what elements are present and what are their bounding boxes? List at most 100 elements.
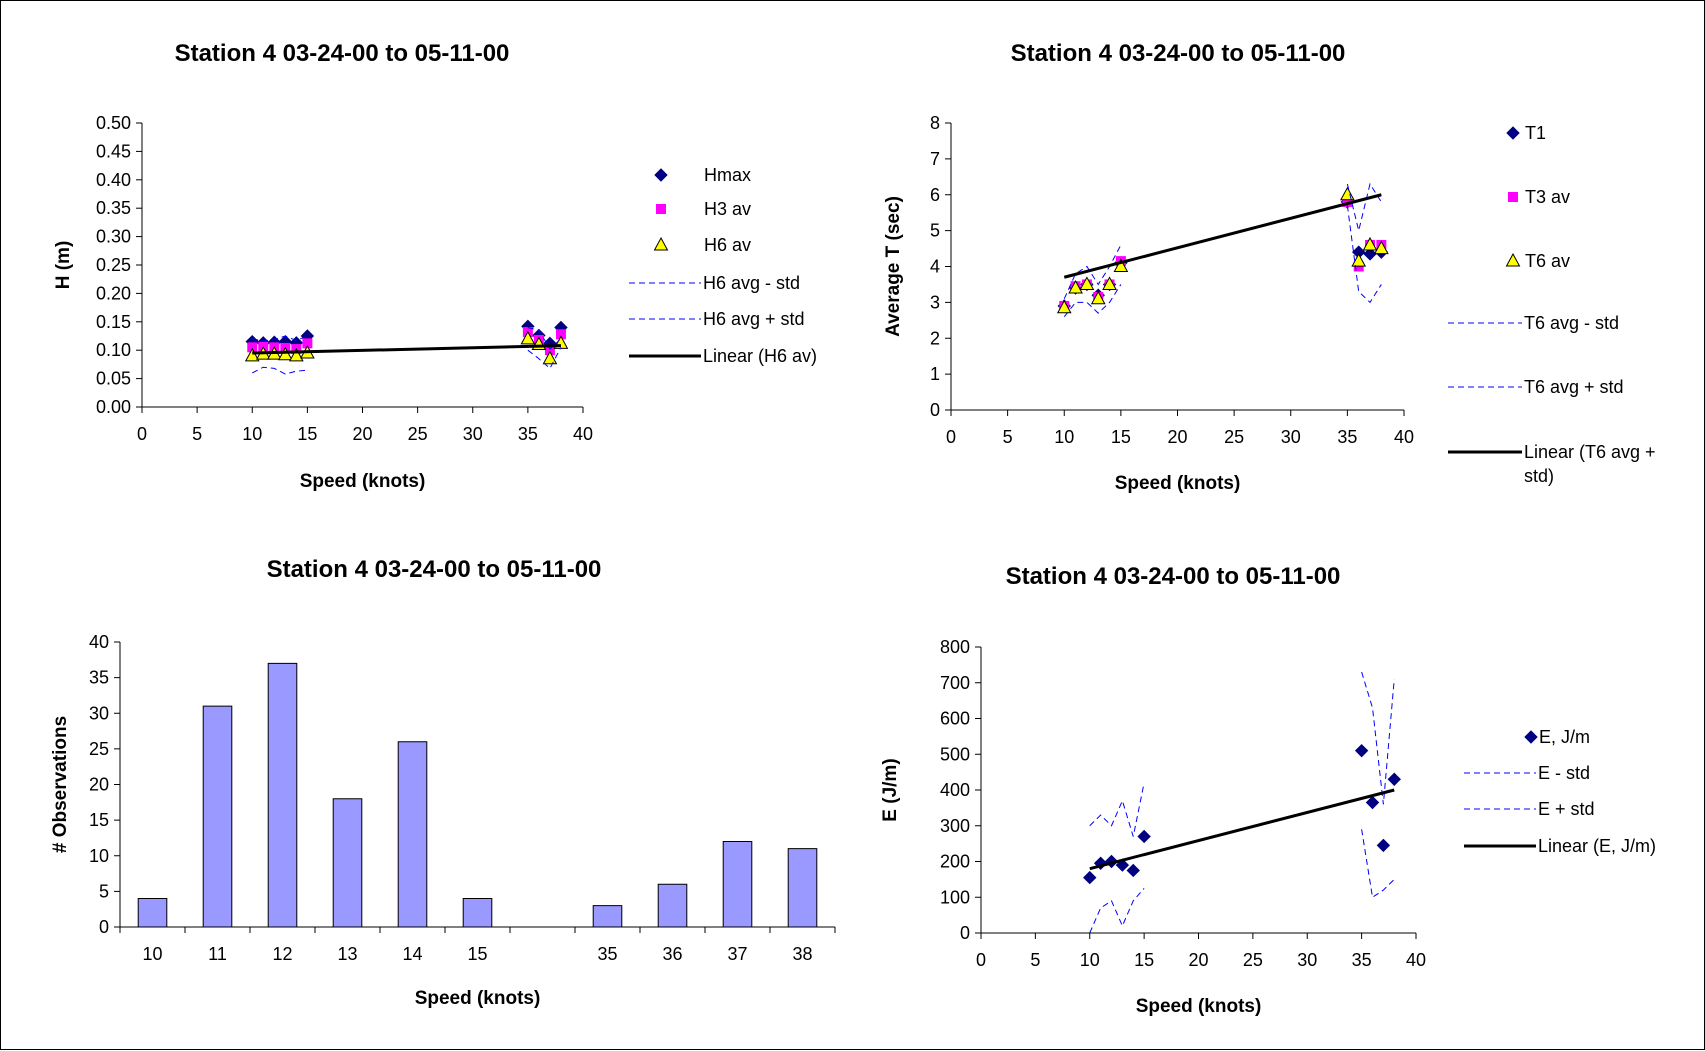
data-point [1126, 863, 1140, 878]
legend-entry: Linear (E, J/m) [1464, 836, 1656, 856]
legend-entry: Linear (H6 av) [629, 346, 817, 366]
legend-label: Linear (H6 av) [703, 346, 817, 366]
x-tick-label: 5 [1030, 950, 1040, 970]
bar [462, 898, 493, 928]
legend-entry: E + std [1464, 799, 1595, 819]
x-tick-label: 30 [463, 424, 483, 444]
legend-label: E + std [1538, 799, 1595, 819]
y-tick-label: 0 [99, 917, 109, 937]
y-tick-label: 200 [940, 852, 970, 872]
data-point [555, 329, 566, 340]
series-t6-avg-std [1063, 182, 1382, 299]
bar [592, 905, 623, 928]
y-tick-label: 0.10 [96, 340, 131, 360]
legend-entry: E, J/m [1524, 727, 1590, 747]
data-point [247, 342, 258, 353]
legend-label: Hmax [704, 165, 751, 185]
x-tick-label: 10 [1080, 950, 1100, 970]
x-tick-label: 35 [597, 944, 617, 964]
legend-entry: T1 [1506, 123, 1546, 143]
bar [397, 741, 428, 928]
x-tick-label: 10 [242, 424, 262, 444]
legend-label: Linear (T6 avg + std) [1524, 442, 1656, 486]
legend-label: T6 av [1525, 251, 1570, 271]
y-tick-label: 35 [89, 668, 109, 688]
data-point [1137, 829, 1151, 844]
x-tick-label: 15 [1134, 950, 1154, 970]
legend-label: T1 [1525, 123, 1546, 143]
x-tick-label: 14 [402, 944, 422, 964]
data-point [1376, 838, 1391, 853]
legend-label-line: Linear (T6 avg + [1524, 442, 1656, 462]
y-tick-label: 1 [930, 364, 940, 384]
y-tick-label: 600 [940, 709, 970, 729]
data-point [289, 347, 304, 362]
legend-entry: T3 av [1508, 187, 1570, 207]
legend-entry: T6 avg + std [1448, 377, 1624, 397]
x-tick-label: 15 [1111, 427, 1131, 447]
y-tick-label: 100 [940, 887, 970, 907]
legend-label: T6 avg - std [1524, 313, 1619, 333]
y-tick-label: 800 [940, 637, 970, 657]
bar [657, 883, 688, 928]
legend-label: Linear (E, J/m) [1538, 836, 1656, 856]
series-h6-avg-std [252, 326, 562, 350]
legend-label-line: std) [1524, 466, 1554, 486]
legend-marker [656, 204, 666, 214]
series-linear-h6-av [252, 344, 561, 355]
y-tick-label: 4 [930, 257, 940, 277]
bar [722, 841, 753, 928]
bar [332, 798, 363, 928]
legend-label: E, J/m [1539, 727, 1590, 747]
dashed-line-segment [1361, 671, 1395, 805]
series-linear-e-j-m [1089, 788, 1395, 871]
data-point [1079, 276, 1095, 290]
y-tick-label: 0.00 [96, 397, 131, 417]
x-tick-label: 15 [467, 944, 487, 964]
data-point [1056, 299, 1072, 314]
x-tick-label: 20 [1167, 427, 1187, 447]
x-tick-label: 13 [337, 944, 357, 964]
legend-marker [654, 168, 668, 182]
y-tick-label: 300 [940, 816, 970, 836]
data-point [1365, 795, 1380, 810]
data-point [1363, 247, 1377, 261]
x-tick-label: 30 [1297, 950, 1317, 970]
y-tick-label: 30 [89, 703, 109, 723]
x-tick-label: 11 [208, 944, 227, 964]
data-point [520, 330, 536, 345]
dashed-line-segment [1361, 829, 1395, 899]
y-axis-label: Average T (sec) [883, 196, 904, 337]
y-tick-label: 0.15 [96, 312, 131, 332]
x-tick-label: 5 [1003, 427, 1013, 447]
y-tick-label: 0.25 [96, 255, 131, 275]
y-tick-label: 0.40 [96, 170, 131, 190]
legend-entry: T6 avg - std [1448, 313, 1619, 333]
x-tick-label: 37 [727, 944, 747, 964]
legend-label: E - std [1538, 763, 1590, 783]
chart-2: Station 4 03-24-00 to 05-11-00 Speed (kno… [50, 556, 836, 1009]
chart-title: Station 4 03-24-00 to 05-11-00 [1006, 563, 1341, 590]
x-axis-label: Speed (knots) [300, 471, 426, 492]
trend-line [1089, 788, 1395, 871]
legend-entry: T6 av [1505, 251, 1570, 271]
x-tick-label: 25 [1243, 950, 1263, 970]
x-tick-label: 38 [792, 944, 812, 964]
chart-title: Station 4 03-24-00 to 05-11-00 [267, 556, 602, 583]
chart-1: Station 4 03-24-00 to 05-11-00 Speed (kno… [883, 40, 1656, 494]
x-axis-label: Speed (knots) [1115, 473, 1241, 494]
x-tick-label: 30 [1281, 427, 1301, 447]
legend-label: H6 avg + std [703, 309, 805, 329]
x-tick-label: 20 [352, 424, 372, 444]
bar [202, 705, 233, 928]
y-tick-label: 6 [930, 185, 940, 205]
x-axis-label: Speed (knots) [1136, 996, 1262, 1017]
y-tick-label: 0.50 [96, 113, 131, 133]
legend-marker [1506, 126, 1520, 140]
y-axis-label: E (J/m) [880, 758, 901, 821]
legend-marker [1505, 252, 1521, 267]
legend-label: H6 av [704, 235, 751, 255]
legend-entry: H6 av [653, 235, 751, 255]
legend-entry: Linear (T6 avg + std) [1448, 442, 1656, 486]
